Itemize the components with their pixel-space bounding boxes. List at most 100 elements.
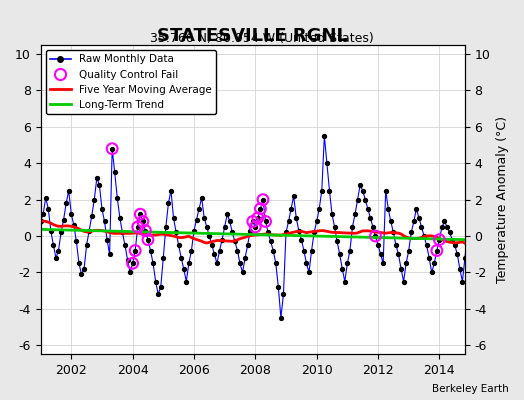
- Text: 35.766 N, 80.954 W (United States): 35.766 N, 80.954 W (United States): [150, 32, 374, 45]
- Point: [75, 260, 83, 266]
- Point: [410, 218, 418, 225]
- Point: [458, 278, 466, 285]
- Point: [325, 187, 334, 194]
- Point: [174, 242, 183, 248]
- Point: [353, 196, 362, 203]
- Point: [54, 247, 63, 254]
- Point: [157, 284, 165, 290]
- Point: [376, 251, 385, 258]
- Point: [111, 169, 119, 176]
- Point: [256, 206, 265, 212]
- Point: [246, 227, 255, 234]
- Point: [200, 215, 209, 221]
- Point: [172, 229, 180, 236]
- Point: [264, 229, 272, 236]
- Point: [251, 224, 259, 230]
- Point: [279, 291, 288, 298]
- Point: [151, 278, 160, 285]
- Point: [461, 255, 469, 261]
- Point: [341, 278, 349, 285]
- Point: [323, 160, 331, 166]
- Point: [162, 224, 170, 230]
- Point: [435, 236, 444, 243]
- Point: [389, 229, 398, 236]
- Point: [233, 247, 242, 254]
- Point: [85, 227, 93, 234]
- Point: [123, 256, 132, 263]
- Point: [116, 215, 124, 221]
- Point: [154, 291, 162, 298]
- Point: [47, 227, 55, 234]
- Point: [169, 215, 178, 221]
- Point: [192, 216, 201, 223]
- Point: [451, 242, 459, 248]
- Point: [285, 218, 293, 225]
- Point: [372, 233, 380, 239]
- Point: [364, 206, 372, 212]
- Point: [70, 222, 78, 228]
- Point: [113, 195, 122, 201]
- Point: [215, 247, 224, 254]
- Point: [435, 236, 444, 243]
- Point: [394, 251, 402, 258]
- Point: [305, 269, 313, 276]
- Point: [41, 195, 50, 201]
- Point: [128, 260, 137, 266]
- Point: [399, 278, 408, 285]
- Point: [259, 196, 267, 203]
- Point: [203, 224, 211, 230]
- Point: [292, 215, 300, 221]
- Point: [36, 218, 45, 225]
- Point: [463, 229, 472, 236]
- Point: [320, 133, 329, 139]
- Point: [453, 251, 462, 258]
- Point: [108, 146, 116, 152]
- Point: [236, 260, 244, 266]
- Title: STATESVILLE RGNL: STATESVILLE RGNL: [157, 27, 348, 45]
- Point: [59, 216, 68, 223]
- Point: [146, 247, 155, 254]
- Point: [218, 236, 226, 243]
- Point: [52, 255, 60, 261]
- Point: [289, 193, 298, 199]
- Point: [381, 187, 390, 194]
- Point: [244, 242, 252, 248]
- Point: [208, 242, 216, 248]
- Point: [315, 206, 323, 212]
- Point: [210, 251, 219, 258]
- Point: [141, 227, 149, 234]
- Point: [443, 224, 451, 230]
- Point: [356, 182, 364, 188]
- Point: [256, 206, 265, 212]
- Point: [190, 227, 198, 234]
- Point: [149, 260, 157, 266]
- Point: [134, 224, 142, 230]
- Point: [231, 238, 239, 245]
- Point: [251, 224, 259, 230]
- Point: [261, 218, 270, 225]
- Point: [139, 218, 147, 225]
- Point: [64, 187, 73, 194]
- Point: [346, 247, 354, 254]
- Point: [384, 206, 392, 212]
- Point: [225, 218, 234, 225]
- Point: [277, 315, 285, 321]
- Point: [318, 187, 326, 194]
- Point: [248, 218, 257, 225]
- Point: [338, 266, 346, 272]
- Point: [269, 247, 277, 254]
- Point: [57, 229, 66, 236]
- Point: [428, 269, 436, 276]
- Point: [282, 229, 290, 236]
- Point: [414, 215, 423, 221]
- Point: [387, 218, 395, 225]
- Point: [82, 242, 91, 248]
- Point: [62, 200, 70, 206]
- Point: [144, 236, 152, 243]
- Point: [417, 224, 425, 230]
- Point: [131, 247, 139, 254]
- Point: [213, 260, 221, 266]
- Legend: Raw Monthly Data, Quality Control Fail, Five Year Moving Average, Long-Term Tren: Raw Monthly Data, Quality Control Fail, …: [46, 50, 216, 114]
- Point: [302, 260, 311, 266]
- Point: [136, 211, 145, 217]
